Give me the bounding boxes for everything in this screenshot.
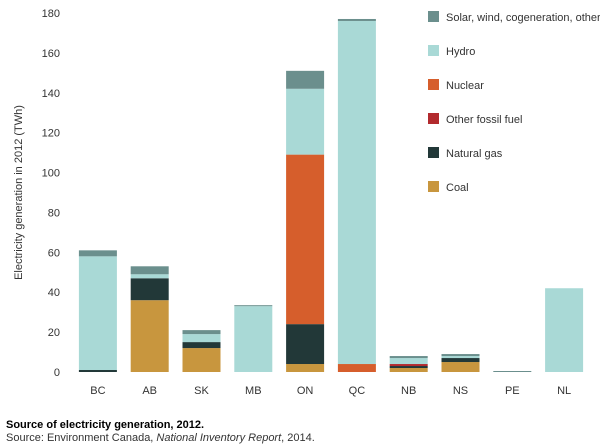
bar-segment: [389, 366, 428, 369]
bar-segment: [389, 356, 428, 359]
x-tick-label: SK: [194, 385, 209, 397]
x-tick-label: BC: [90, 385, 105, 397]
bar-segment: [389, 358, 428, 365]
x-tick-label: ON: [297, 385, 314, 397]
bar-segment: [389, 364, 428, 367]
bar-segment: [78, 256, 117, 371]
bar-segment: [182, 342, 221, 349]
x-tick-label: NS: [453, 385, 468, 397]
bar-segment: [286, 154, 325, 325]
bar-segment: [286, 364, 325, 372]
y-tick-label: 60: [48, 247, 60, 259]
legend-swatch: [428, 45, 439, 56]
y-tick-label: 140: [42, 88, 60, 100]
bar-segment: [130, 300, 169, 372]
bar-segment: [337, 18, 376, 21]
legend-swatch: [428, 181, 439, 192]
bar-stack-nb: [389, 356, 428, 372]
legend-item: Natural gas: [428, 147, 503, 160]
y-tick-label: 0: [54, 367, 60, 379]
bar-segment: [286, 88, 325, 155]
x-tick-label: AB: [142, 385, 157, 397]
x-tick-label: NL: [557, 385, 571, 397]
y-axis-label: Electricity generation in 2012 (TWh): [13, 105, 25, 280]
bar-segment: [234, 306, 273, 372]
bar-segment: [130, 266, 169, 275]
bar-segment: [545, 288, 584, 372]
y-tick-label: 180: [42, 8, 60, 20]
legend-label: Hydro: [446, 46, 475, 58]
caption-source: Source: Environment Canada, National Inv…: [6, 432, 315, 445]
figure-caption: Source of electricity generation, 2012. …: [6, 419, 315, 445]
caption-source-suffix: , 2014.: [281, 432, 315, 444]
bar-segment: [441, 358, 480, 363]
bar-stack-nl: [545, 288, 584, 372]
legend-label: Natural gas: [446, 148, 503, 160]
bar-segment: [78, 370, 117, 372]
bar-segment: [441, 356, 480, 359]
caption-source-prefix: Source: Environment Canada,: [6, 432, 157, 444]
bar-segment: [337, 20, 376, 365]
bar-stack-pe: [493, 371, 532, 372]
bar-segment: [78, 250, 117, 257]
bar-stack-ns: [441, 354, 480, 372]
bar-segment: [389, 368, 428, 372]
legend-swatch: [428, 113, 439, 124]
bar-stack-on: [286, 70, 325, 372]
legend-item: Nuclear: [428, 79, 484, 92]
bar-stack-ab: [130, 266, 169, 372]
bar-segment: [182, 334, 221, 343]
bar-segment: [130, 278, 169, 301]
y-tick-label: 160: [42, 48, 60, 60]
legend-item: Coal: [428, 181, 469, 194]
x-tick-label: PE: [505, 385, 520, 397]
y-tick-label: 20: [48, 327, 60, 339]
bar-segment: [286, 324, 325, 365]
bar-segment: [182, 348, 221, 372]
bar-segment: [337, 364, 376, 372]
legend-swatch: [428, 147, 439, 158]
bar-segment: [234, 305, 273, 307]
legend-label: Nuclear: [446, 80, 484, 92]
caption-source-italic: National Inventory Report: [156, 432, 282, 444]
bar-stack-qc: [337, 18, 376, 372]
bar-segment: [441, 354, 480, 357]
legend-item: Solar, wind, cogeneration, other: [428, 11, 600, 24]
legend-label: Solar, wind, cogeneration, other: [446, 12, 600, 24]
legend-swatch: [428, 79, 439, 90]
stacked-bar-chart: Electricity generation in 2012 (TWh) 0 20…: [13, 8, 600, 397]
legend-item: Other fossil fuel: [428, 113, 522, 126]
legend-label: Other fossil fuel: [446, 114, 522, 126]
bar-stack-mb: [234, 305, 273, 372]
bar-segment: [441, 362, 480, 372]
legend-item: Hydro: [428, 45, 475, 58]
caption-title: Source of electricity generation, 2012.: [6, 419, 205, 431]
y-tick-label: 40: [48, 287, 60, 299]
legend-label: Coal: [446, 182, 469, 194]
legend-swatch: [428, 11, 439, 22]
bar-segment: [286, 70, 325, 89]
bar-segment: [130, 274, 169, 279]
bar-stack-sk: [182, 330, 221, 372]
y-tick-label: 100: [42, 168, 60, 180]
bar-stack-bc: [78, 250, 117, 372]
bar-segment: [182, 330, 221, 335]
x-tick-label: QC: [349, 385, 366, 397]
x-tick-label: NB: [401, 385, 416, 397]
x-tick-label: MB: [245, 385, 262, 397]
y-tick-label: 120: [42, 128, 60, 140]
bar-segment: [493, 371, 532, 372]
y-tick-label: 80: [48, 207, 60, 219]
